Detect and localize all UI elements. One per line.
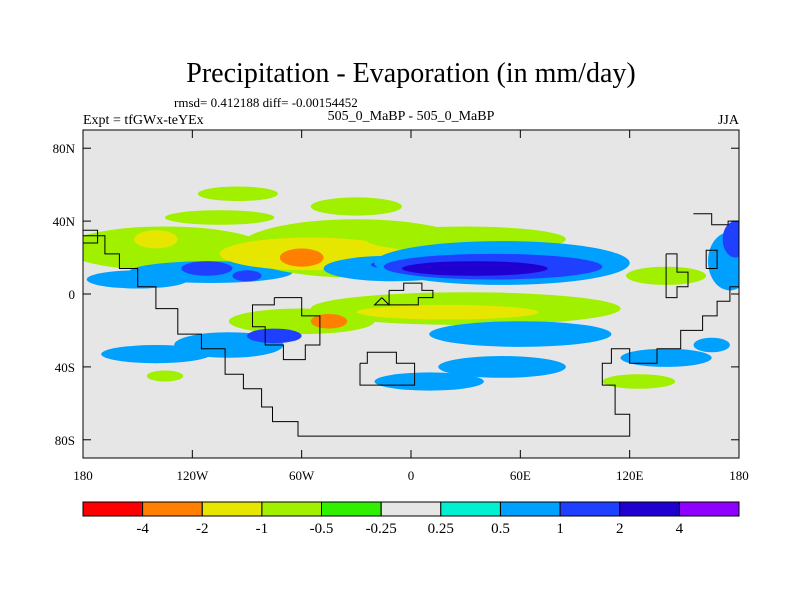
land-outline (373, 297, 391, 306)
land-outline (83, 235, 739, 437)
experiment-label: Expt = tfGWx-teYEx (83, 113, 204, 128)
field-patch (722, 221, 739, 258)
land-outline (388, 282, 434, 306)
colorbar-label: -0.25 (366, 521, 397, 537)
colorbar-label: -2 (196, 521, 209, 537)
colorbar-swatch (82, 501, 144, 517)
colorbar-swatch (678, 501, 740, 517)
axes-layer: 180 120W 60W 0 60E 120E 180 80N 40N 0 40S 80S (53, 130, 749, 483)
land-outline-layer (83, 213, 739, 437)
colorbar-swatch (261, 501, 322, 517)
colorbar-swatch (380, 501, 442, 517)
x-tick-label: 60E (510, 468, 531, 483)
colorbar-label: -1 (256, 521, 269, 537)
field-patch (693, 337, 730, 353)
x-tick-label: 60W (289, 468, 315, 483)
colorbar-label: 2 (616, 521, 624, 537)
field-patch (279, 248, 324, 267)
x-tick-label: 180 (73, 468, 93, 483)
land-outline (359, 351, 416, 386)
y-tick-label: 80N (53, 141, 76, 156)
y-tick-label: 40N (53, 214, 76, 229)
field-patch (438, 356, 566, 378)
field-patch (620, 348, 712, 367)
field-patch (232, 270, 262, 282)
colorbar-label: 4 (676, 521, 684, 537)
field-patch (83, 226, 266, 271)
chart-title: Precipitation - Evaporation (in mm/day) (186, 58, 635, 89)
colorbar-label: 0.25 (428, 521, 454, 537)
colorbar-swatch (201, 501, 263, 517)
x-tick-label: 0 (408, 468, 415, 483)
x-tick-label: 180 (729, 468, 749, 483)
colorbar-label: -4 (136, 521, 149, 537)
field-patch (246, 328, 302, 344)
colorbar-label: -0.5 (310, 521, 334, 537)
stats-line: rmsd= 0.412188 diff= -0.00154452 (174, 95, 358, 110)
colorbar-swatch (500, 501, 561, 517)
colorbar-swatch (559, 501, 621, 517)
y-tick-label: 40S (55, 360, 75, 375)
land-outline (252, 297, 321, 361)
field-patch (197, 186, 278, 202)
colorbar-swatch (619, 501, 680, 517)
field-patch (165, 210, 275, 225)
colorbar-label: 0.5 (491, 521, 510, 537)
field-patch (181, 261, 233, 276)
comparison-label: 505_0_MaBP - 505_0_MaBP (328, 109, 495, 124)
field-patch (134, 230, 178, 249)
colorbar-swatch (440, 501, 501, 517)
season-label: JJA (718, 113, 740, 128)
field-patch (101, 345, 211, 364)
field-patch (310, 197, 402, 216)
field-patch (374, 372, 484, 391)
x-tick-label: 120E (616, 468, 644, 483)
field-patch (356, 304, 539, 320)
land-outline (693, 213, 739, 226)
colorbar: -4 -2 -1 -0.5 -0.25 0.25 0.5 1 2 4 (82, 501, 740, 537)
land-outline (705, 249, 718, 269)
land-outline (665, 253, 689, 299)
land-outline (83, 229, 99, 244)
field-layer (83, 186, 739, 391)
y-tick-label: 0 (69, 287, 76, 302)
colorbar-swatch (142, 501, 203, 517)
field-patch (146, 370, 184, 382)
x-tick-label: 120W (176, 468, 209, 483)
colorbar-swatch (321, 501, 382, 517)
field-patch (429, 321, 612, 347)
field-patch (401, 261, 548, 276)
field-patch (602, 374, 676, 389)
y-tick-label: 80S (55, 433, 75, 448)
colorbar-label: 1 (556, 521, 564, 537)
